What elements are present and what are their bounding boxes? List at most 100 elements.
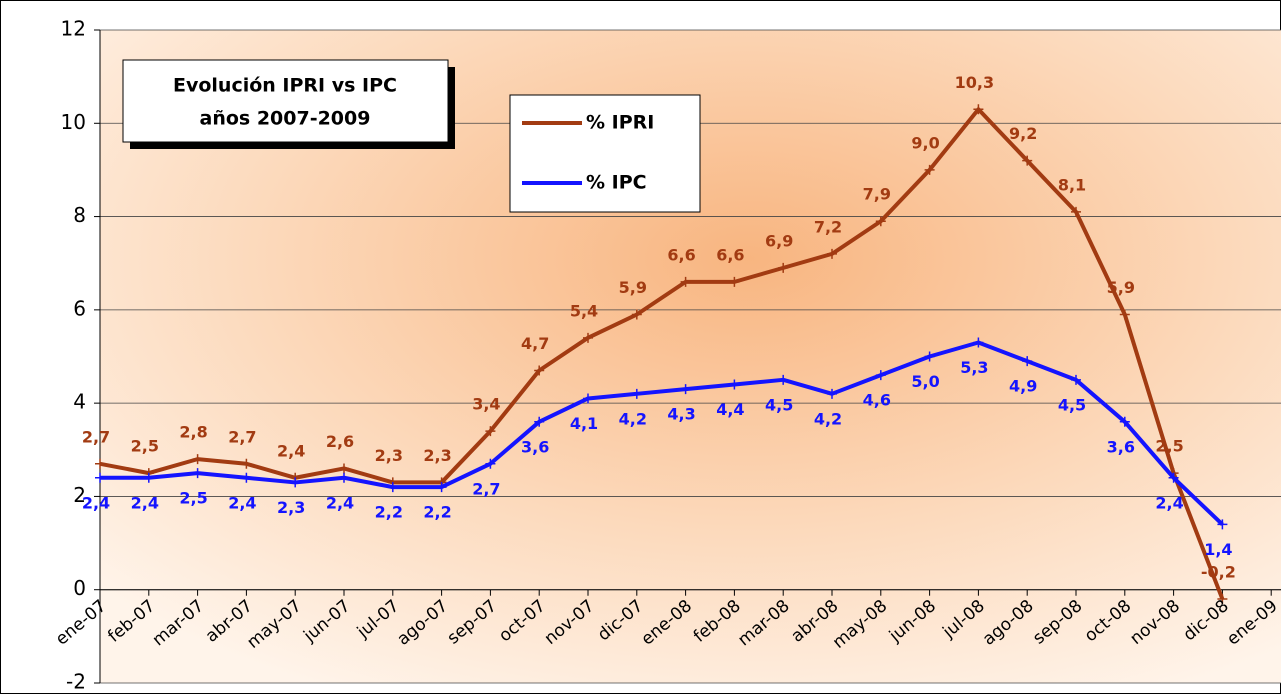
value-label: 5,9 [619,278,647,297]
value-label: 4,2 [619,409,647,428]
value-label: 4,1 [570,414,598,433]
y-tick-label: 12 [61,17,86,41]
value-label: 2,2 [423,503,451,522]
marker [1022,155,1033,166]
marker [192,468,203,479]
value-label: 3,4 [472,395,500,414]
value-label: 2,4 [326,493,354,512]
value-label: 2,4 [131,493,159,512]
value-label: 5,9 [1107,278,1135,297]
marker [485,458,496,469]
marker [1168,472,1179,483]
value-label: 4,7 [521,334,549,353]
legend-label: % IPC [586,172,647,194]
y-tick-label: 6 [73,296,86,320]
marker [1071,206,1081,217]
marker [387,482,398,493]
value-label: 7,9 [863,185,891,204]
marker [534,416,545,427]
marker [1217,594,1228,605]
value-label: -0,2 [1201,563,1236,582]
value-label: 2,4 [277,441,305,460]
marker [290,477,301,488]
marker [143,472,154,483]
legend-label: % IPRI [586,112,654,134]
y-tick-label: -2 [66,670,86,694]
marker [1022,356,1033,367]
marker [241,472,252,483]
marker [485,426,496,437]
chart-title: Evolución IPRI vs IPC [173,75,397,97]
marker [534,365,545,376]
series-line [99,107,1225,600]
value-label: 4,5 [1058,395,1086,414]
marker [241,458,252,469]
marker [729,379,740,390]
marker [680,384,691,395]
value-label: 9,2 [1009,124,1037,143]
value-label: 2,4 [82,493,110,512]
marker [827,248,837,259]
marker [827,388,837,399]
value-label: 10,3 [955,73,994,92]
value-label: 2,3 [277,498,305,517]
value-label: 2,5 [179,489,207,508]
chart-subtitle: años 2007-2009 [200,108,371,130]
marker [436,482,447,493]
value-label: 4,3 [667,405,695,424]
value-label: 7,2 [814,217,842,236]
value-label: 3,6 [521,437,549,456]
value-label: 4,5 [765,395,793,414]
marker [1217,519,1228,530]
legend-box [509,94,701,213]
value-label: 3,6 [1107,437,1135,456]
marker [924,351,935,362]
value-label: 2,7 [228,427,256,446]
series-line [100,340,1224,526]
value-label: 4,6 [863,391,891,410]
value-label: 5,0 [911,372,939,391]
value-label: 2,7 [82,427,110,446]
marker [631,388,642,399]
marker [680,276,691,287]
marker [924,164,935,175]
marker [729,276,740,287]
value-label: 2,3 [423,446,451,465]
value-label: 4,9 [1009,377,1037,396]
marker [778,374,789,385]
value-label: 5,3 [960,358,988,377]
value-label: 2,3 [375,446,403,465]
title-box [122,59,449,143]
marker [973,337,984,348]
marker [339,463,349,474]
value-label: 2,7 [472,479,500,498]
value-label: 2,6 [326,432,354,451]
marker [583,332,593,343]
value-label: 6,6 [716,245,744,264]
value-label: 6,9 [765,231,793,250]
marker [1071,374,1081,385]
y-tick-label: 2 [73,483,86,507]
value-label: 4,2 [814,409,842,428]
y-tick-label: 10 [61,110,86,134]
value-label: 5,4 [570,301,598,320]
value-label: 2,4 [228,493,256,512]
value-label: 4,4 [716,400,744,419]
value-label: 2,5 [131,437,159,456]
marker [95,472,105,483]
marker [339,472,349,483]
value-label: 8,1 [1058,175,1086,194]
marker [875,216,886,227]
value-label: 2,5 [1155,437,1183,456]
value-label: 2,4 [1155,493,1183,512]
value-label: 2,8 [179,423,207,442]
marker [583,393,593,404]
y-tick-label: 4 [73,390,86,414]
marker [631,309,642,320]
marker [875,370,886,381]
value-label: 1,4 [1204,540,1232,559]
marker [1119,416,1130,427]
value-label: 9,0 [911,133,939,152]
value-label: 6,6 [667,245,695,264]
